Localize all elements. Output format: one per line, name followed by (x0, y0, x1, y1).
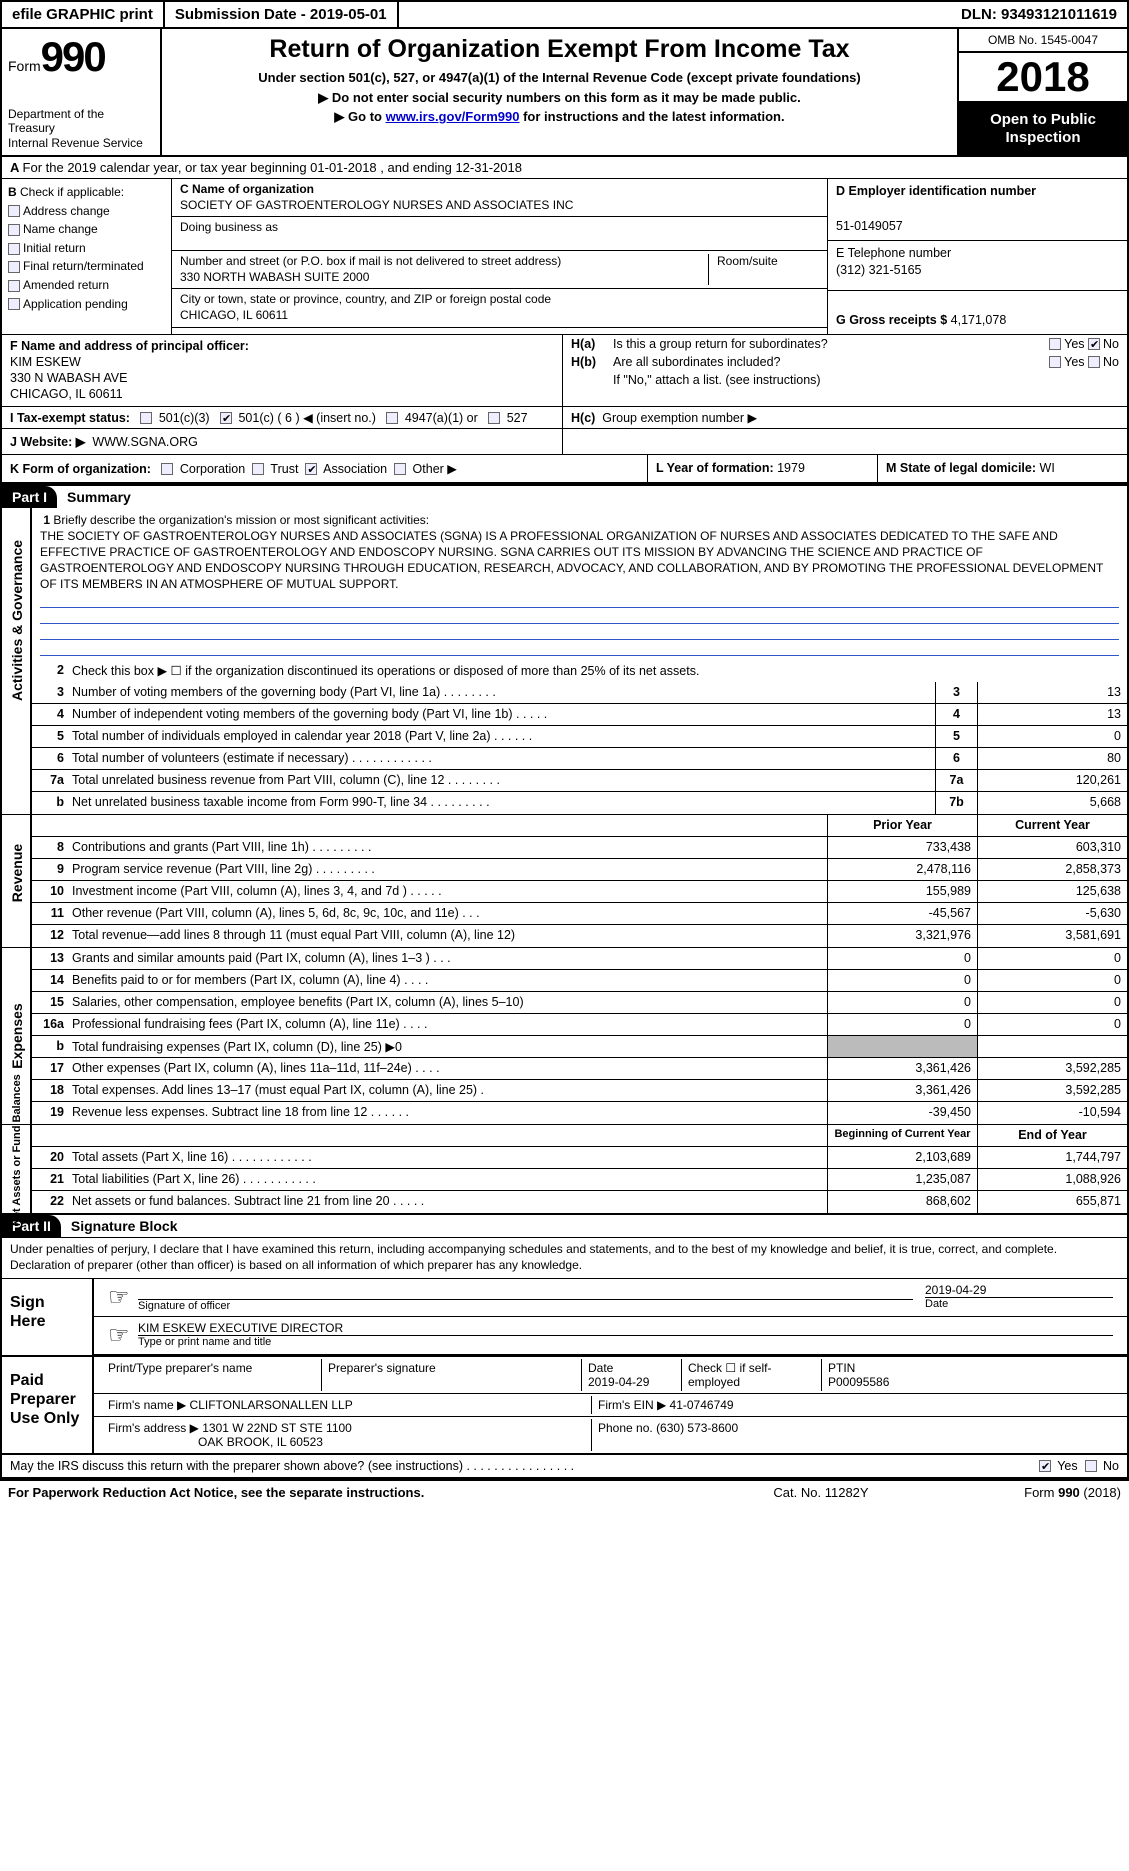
top-bar: efile GRAPHIC print Submission Date - 20… (0, 0, 1129, 29)
department: Department of the TreasuryInternal Reven… (8, 107, 154, 150)
check-discuss-no[interactable] (1085, 1460, 1097, 1472)
firm-phone: (630) 573-8600 (656, 1421, 738, 1435)
tab-net-assets: Net Assets or Fund Balances (2, 1125, 32, 1213)
submission-date: Submission Date - 2019-05-01 (165, 2, 399, 27)
check-name-change[interactable] (8, 224, 20, 236)
section-j: J Website: ▶ WWW.SGNA.ORG (2, 429, 562, 454)
check-initial-return[interactable] (8, 243, 20, 255)
section-m: M State of legal domicile: WI (877, 455, 1127, 482)
tab-revenue: Revenue (2, 815, 32, 947)
section-f: F Name and address of principal officer:… (2, 335, 562, 406)
check-other[interactable] (394, 463, 406, 475)
page-footer: For Paperwork Reduction Act Notice, see … (0, 1479, 1129, 1504)
section-c: C Name of organizationSOCIETY OF GASTROE… (172, 179, 827, 334)
inspection-notice: Open to Public Inspection (959, 103, 1127, 155)
firm-name: CLIFTONLARSONALLEN LLP (190, 1398, 353, 1412)
gross-receipts: 4,171,078 (951, 313, 1007, 327)
section-h: H(a)Is this a group return for subordina… (562, 335, 1127, 406)
check-501c[interactable] (220, 412, 232, 424)
check-address-change[interactable] (8, 205, 20, 217)
signature-block: Under penalties of perjury, I declare th… (0, 1237, 1129, 1454)
section-i: I Tax-exempt status: 501(c)(3) 501(c) ( … (2, 407, 562, 428)
line-1-mission: 1 Briefly describe the organization's mi… (32, 508, 1127, 661)
section-a: A For the 2019 calendar year, or tax yea… (0, 157, 1129, 179)
officer-name-title: KIM ESKEW EXECUTIVE DIRECTOR (138, 1321, 1113, 1335)
check-application-pending[interactable] (8, 298, 20, 310)
col-beginning-year: Beginning of Current Year (827, 1125, 977, 1146)
col-prior-year: Prior Year (827, 815, 977, 836)
form-number: 990 (41, 33, 105, 80)
tab-activities-governance: Activities & Governance (2, 508, 32, 815)
check-501c3[interactable] (140, 412, 152, 424)
section-k: K Form of organization: Corporation Trus… (2, 455, 647, 482)
officer-name: KIM ESKEW (10, 355, 81, 369)
part1-header: Part ISummary (0, 484, 1129, 508)
section-d-e-g: D Employer identification number51-01490… (827, 179, 1127, 334)
ein: 51-0149057 (836, 219, 903, 233)
firm-address: 1301 W 22ND ST STE 1100 (202, 1421, 352, 1435)
check-ha-yes[interactable] (1049, 338, 1061, 350)
col-current-year: Current Year (977, 815, 1127, 836)
check-4947[interactable] (386, 412, 398, 424)
check-hb-no[interactable] (1088, 356, 1100, 368)
website: WWW.SGNA.ORG (92, 435, 198, 449)
section-l: L Year of formation: 1979 (647, 455, 877, 482)
check-corporation[interactable] (161, 463, 173, 475)
check-527[interactable] (488, 412, 500, 424)
form-header: Form990 Department of the TreasuryIntern… (0, 29, 1129, 157)
check-amended-return[interactable] (8, 280, 20, 292)
check-ha-no[interactable] (1088, 338, 1100, 350)
perjury-declaration: Under penalties of perjury, I declare th… (2, 1238, 1127, 1278)
subtitle-3: Go to www.irs.gov/Form990 for instructio… (172, 107, 947, 127)
check-final-return[interactable] (8, 261, 20, 273)
check-discuss-yes[interactable] (1039, 1460, 1051, 1472)
ptin: P00095586 (828, 1375, 889, 1389)
line-2: Check this box ▶ ☐ if the organization d… (68, 660, 1127, 682)
dln: DLN: 93493121011619 (951, 2, 1127, 27)
tax-year: 2018 (959, 53, 1127, 103)
subtitle-2: Do not enter social security numbers on … (172, 88, 947, 108)
section-b: B Check if applicable: Address change Na… (2, 179, 172, 334)
paid-preparer-label: Paid Preparer Use Only (2, 1357, 92, 1453)
telephone: (312) 321-5165 (836, 263, 921, 277)
org-name: SOCIETY OF GASTROENTEROLOGY NURSES AND A… (180, 198, 573, 212)
form-word: Form (8, 58, 41, 74)
form-title: Return of Organization Exempt From Incom… (172, 35, 947, 64)
subtitle-1: Under section 501(c), 527, or 4947(a)(1)… (172, 68, 947, 88)
efile-label: efile GRAPHIC print (2, 2, 165, 27)
part2-header: Part IISignature Block (0, 1215, 1129, 1237)
check-hb-yes[interactable] (1049, 356, 1061, 368)
col-end-year: End of Year (977, 1125, 1127, 1146)
check-trust[interactable] (252, 463, 264, 475)
city-state-zip: CHICAGO, IL 60611 (180, 308, 288, 322)
check-association[interactable] (305, 463, 317, 475)
instructions-link[interactable]: www.irs.gov/Form990 (386, 109, 520, 124)
firm-ein: 41-0746749 (670, 1398, 734, 1412)
street-address: 330 NORTH WABASH SUITE 2000 (180, 270, 369, 284)
sign-here-label: Sign Here (2, 1279, 92, 1355)
omb-number: OMB No. 1545-0047 (959, 29, 1127, 53)
discuss-with-preparer: May the IRS discuss this return with the… (0, 1455, 1129, 1479)
